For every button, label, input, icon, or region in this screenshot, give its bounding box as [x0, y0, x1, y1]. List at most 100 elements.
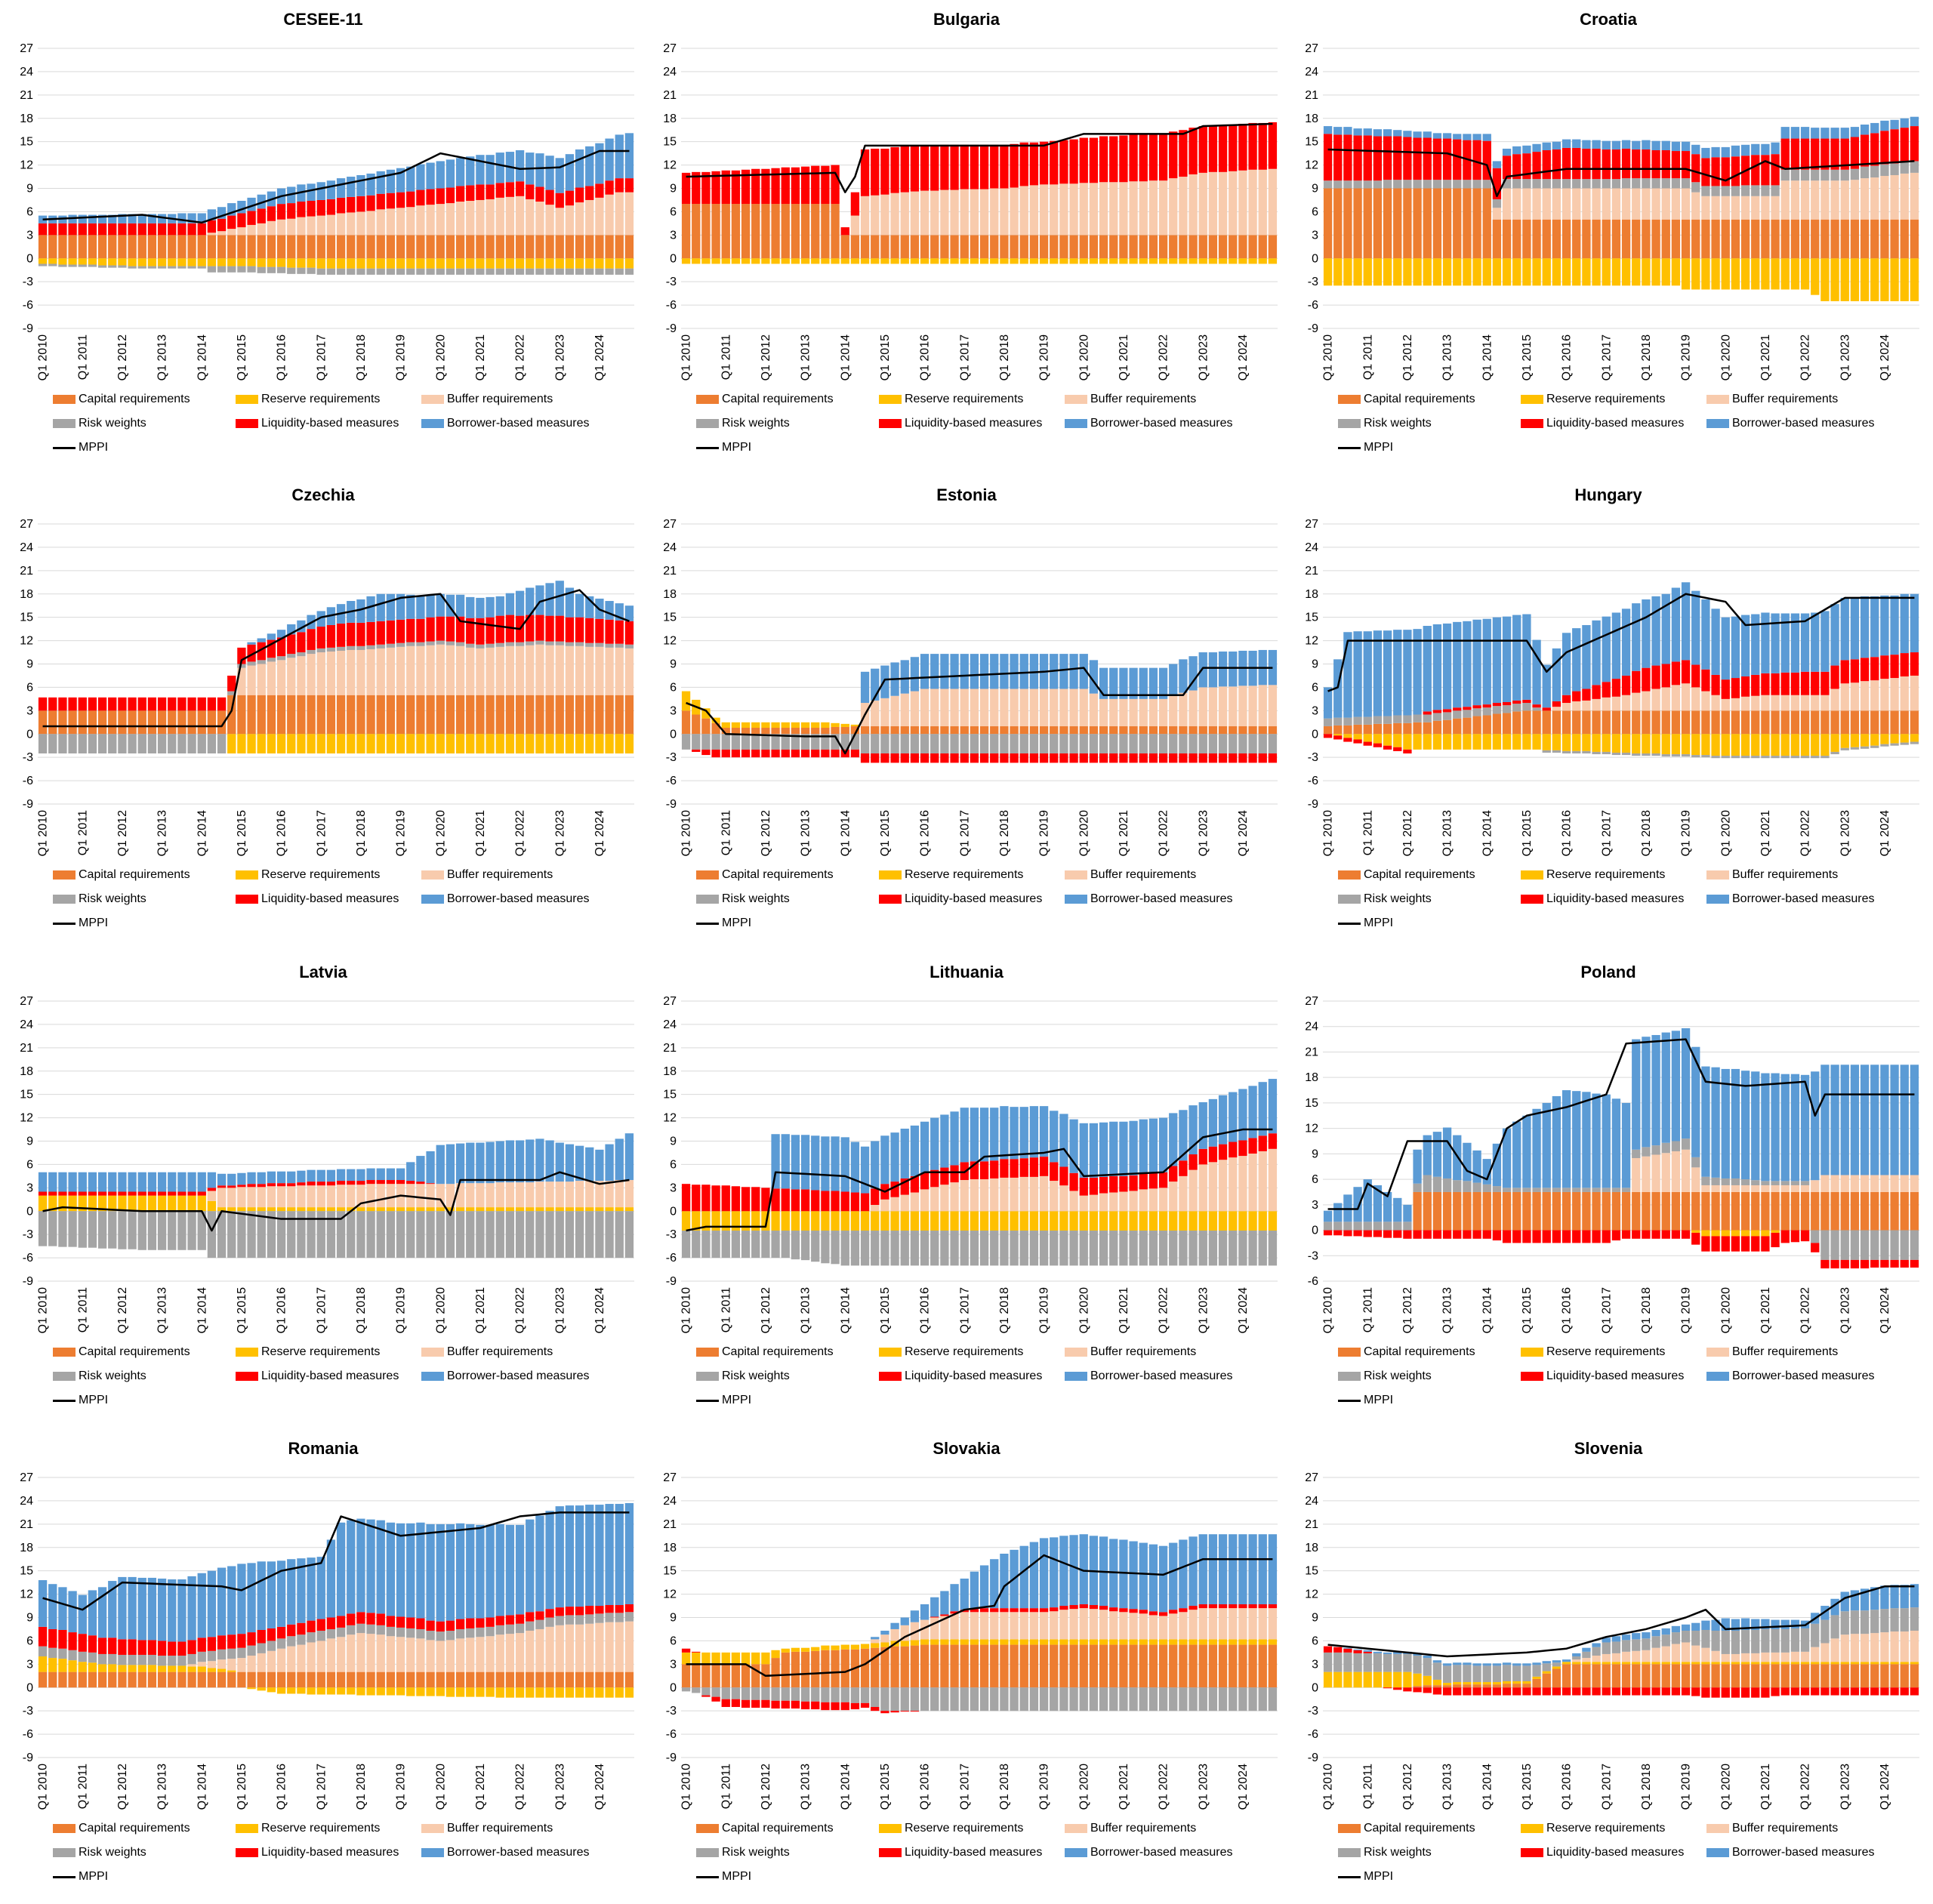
bar-cap [1572, 1191, 1581, 1231]
bar-buf [595, 197, 604, 236]
x-tick-label: Q1 2013 [1441, 1287, 1454, 1333]
bar-res [455, 258, 465, 269]
bar-res [267, 1207, 276, 1212]
chart-panel-estonia: Estonia 27 24 21 18 15 12 9 6 3 0 -3 -6 -9 Q1 2010 Q1 2… [651, 476, 1293, 950]
bar-cap [1522, 219, 1531, 259]
bar-res [1751, 1230, 1760, 1237]
bar-liq [1800, 671, 1810, 695]
bar-res [416, 734, 425, 754]
bar-res [78, 1662, 87, 1672]
x-tick-label: Q1 2024 [1237, 810, 1250, 856]
bar-liq [1681, 151, 1691, 179]
legend-item-buf: Buffer requirements [421, 393, 553, 406]
bar-liq [960, 753, 969, 763]
bar-bbm [436, 1145, 445, 1185]
bar-buf [900, 192, 909, 236]
x-tick-label: Q1 2019 [1680, 810, 1693, 856]
bar-cap [1413, 1686, 1422, 1688]
bar-cap [930, 1644, 939, 1688]
bar-liq [1079, 753, 1088, 763]
bar-cap [1129, 1644, 1138, 1688]
bar-rw [108, 734, 117, 754]
bar-res [1880, 1662, 1889, 1665]
bar-rw [1258, 1687, 1267, 1711]
legend-swatch [1521, 1848, 1543, 1857]
bar-rw [615, 643, 624, 648]
bar-liq [38, 223, 48, 236]
bar-rw [505, 1624, 515, 1634]
bar-cap [1423, 1685, 1432, 1688]
bar-res [1363, 1671, 1372, 1688]
bar-cap [1463, 1191, 1472, 1231]
bar-rw [1383, 716, 1392, 724]
bar-liq [1179, 1608, 1188, 1613]
bar-cap [207, 1671, 217, 1688]
bar-liq [880, 148, 889, 195]
bar-res [48, 1658, 57, 1672]
bar-liq [1910, 652, 1919, 676]
bar-bbm [1373, 129, 1383, 137]
legend-swatch [1065, 895, 1087, 904]
bar-res [791, 722, 800, 728]
bar-cap [1492, 219, 1502, 259]
bar-buf [1029, 1176, 1039, 1212]
bar-cap [1761, 1191, 1770, 1231]
bar-cap [1423, 722, 1432, 735]
bar-res [761, 258, 770, 264]
bar-liq [1621, 675, 1631, 695]
bar-liq [515, 181, 525, 196]
bar-cap [1880, 1191, 1889, 1231]
bar-liq [287, 1183, 296, 1187]
bar-bbm [840, 1137, 849, 1192]
bar-liq [585, 186, 594, 200]
bar-res [605, 734, 614, 754]
bar-rw [1512, 704, 1521, 712]
bar-bbm [476, 1524, 485, 1619]
bar-res [1642, 1662, 1651, 1665]
bar-cap [495, 235, 504, 259]
y-tick-label: -9 [23, 1275, 33, 1288]
bar-liq [505, 1615, 515, 1625]
x-tick-label: Q1 2013 [156, 334, 169, 380]
bar-buf [386, 208, 396, 236]
bar-rw [1158, 734, 1168, 754]
legend-item-liq: Liquidity-based measures [1521, 892, 1684, 906]
bar-res [681, 1211, 691, 1231]
bar-cap [276, 695, 286, 735]
bar-res [1800, 1662, 1810, 1665]
bar-liq [595, 183, 604, 198]
bar-rw [445, 1631, 455, 1641]
bar-liq [1059, 753, 1068, 763]
bar-res [791, 258, 800, 264]
bar-rw [1502, 1188, 1512, 1192]
bar-liq [1701, 1687, 1710, 1698]
bar-rw [1790, 1628, 1800, 1652]
bar-res [336, 258, 346, 269]
bar-cap [237, 695, 246, 735]
bar-liq [1343, 134, 1352, 181]
y-tick-label: -6 [666, 1252, 677, 1265]
x-tick-label: Q1 2019 [395, 1764, 408, 1810]
x-tick-label: Q1 2018 [1640, 1287, 1653, 1333]
bar-cap [800, 1651, 810, 1688]
bar-rw [1343, 717, 1352, 726]
bar-liq [297, 202, 306, 217]
bar-liq [227, 675, 236, 692]
legend-label: Reserve requirements [1546, 393, 1666, 405]
bar-cap [396, 695, 405, 735]
bar-buf [297, 1644, 306, 1672]
bar-bbm [1333, 659, 1343, 718]
bar-buf [1059, 689, 1068, 726]
bar-cap [1860, 1191, 1870, 1231]
bar-rw [1830, 751, 1839, 755]
bar-rw [1218, 1231, 1228, 1266]
legend-label: Capital requirements [79, 1822, 190, 1835]
bar-liq [811, 165, 820, 205]
bar-cap [1611, 1664, 1621, 1688]
bar-rw [247, 661, 256, 666]
bar-rw [1800, 756, 1810, 759]
bar-cap [1089, 235, 1099, 259]
bar-bbm [1393, 1197, 1402, 1222]
bar-liq [1363, 1230, 1372, 1237]
bar-buf [466, 200, 475, 236]
